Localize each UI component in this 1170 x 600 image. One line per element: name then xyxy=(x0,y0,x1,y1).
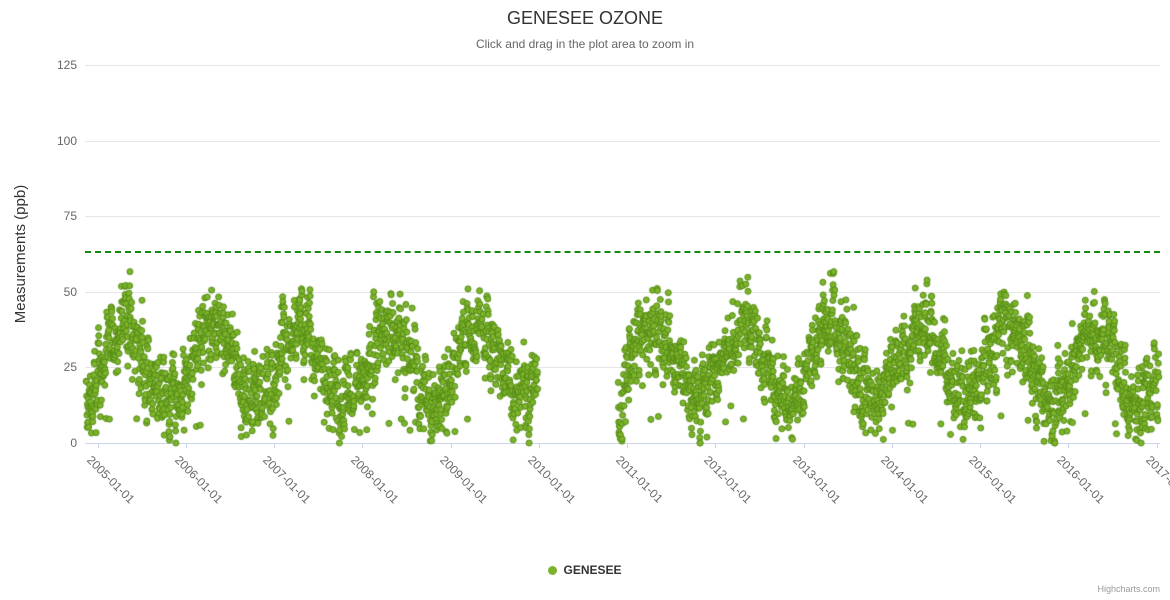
legend-marker-icon xyxy=(548,565,558,575)
plot-area[interactable] xyxy=(85,65,1160,443)
legend-item-genesee[interactable]: GENESEE xyxy=(548,563,622,577)
legend: GENESEE xyxy=(0,563,1170,577)
legend-label: GENESEE xyxy=(563,563,622,577)
threshold-line xyxy=(85,251,1160,254)
credits-link[interactable]: Highcharts.com xyxy=(1097,584,1160,594)
